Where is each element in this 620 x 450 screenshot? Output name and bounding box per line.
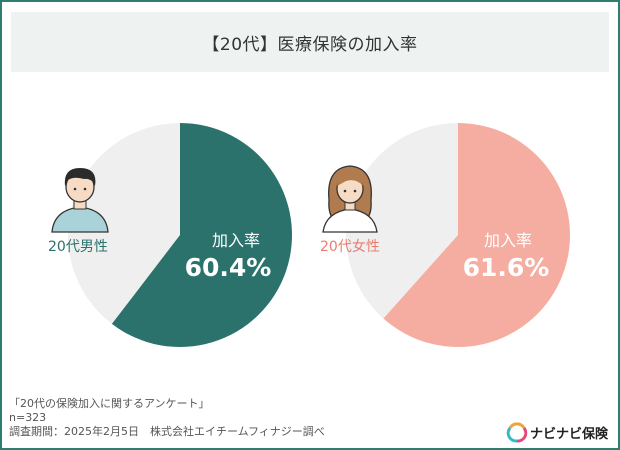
female-person-icon: [322, 165, 378, 233]
pie-male-remainder-slice: [68, 123, 180, 324]
source-survey-name: 「20代の保険加入に関するアンケート」: [9, 397, 210, 410]
pie-female-label: 加入率: [484, 231, 532, 250]
brand: ナビナビ保険: [510, 423, 608, 442]
male-group-label: 20代男性: [48, 239, 108, 255]
brand-name: ナビナビ保険: [529, 427, 608, 442]
female-group-label: 20代女性: [320, 239, 380, 255]
male-person-icon: [51, 168, 109, 233]
pie-male-value: 60.4%: [185, 253, 272, 282]
chart-title: 【20代】医療保険の加入率: [202, 34, 418, 55]
brand-logo-icon: [506, 422, 528, 443]
pie-male-label: 加入率: [212, 231, 260, 250]
pie-female-remainder-slice: [346, 123, 458, 319]
source-period: 調査期間：2025年2月5日 株式会社エイチームフィナジー調べ: [9, 425, 325, 438]
pie-female-value: 61.6%: [463, 253, 550, 282]
pie-female-enrolled-slice: [383, 123, 571, 347]
title-banner: 【20代】医療保険の加入率: [11, 12, 609, 72]
pie-male-enrolled-slice: [111, 123, 292, 347]
source-note: 「20代の保険加入に関するアンケート」 n=323 調査期間：2025年2月5日…: [9, 397, 325, 439]
source-sample-size: n=323: [9, 411, 47, 424]
